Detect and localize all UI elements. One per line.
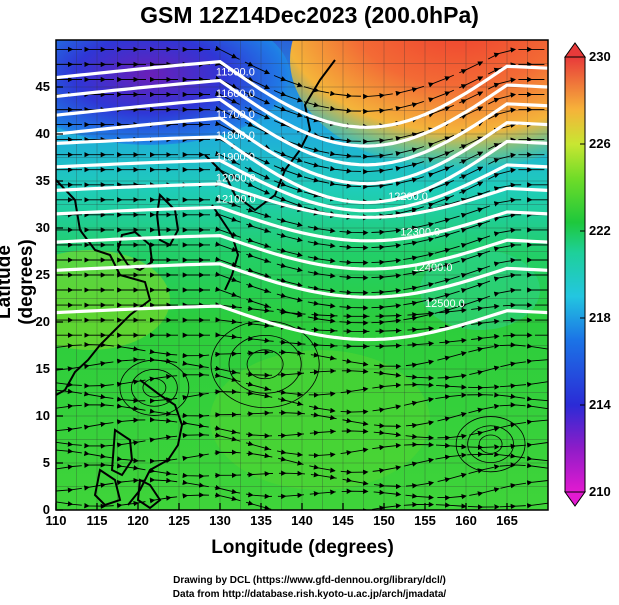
x-tick-label: 115 [86,513,108,528]
height-contour-line [56,304,548,342]
eddy-streamline [228,334,302,394]
x-ticks [55,503,508,510]
streamline [56,448,548,476]
streamline [56,332,548,350]
x-tick-label: 160 [455,513,477,528]
y-tick-label: 40 [35,126,50,141]
coastline [56,179,152,396]
y-tick-label: 15 [35,361,50,376]
contour-label: 11600.0 [216,88,255,100]
contour-label: 11500.0 [216,67,255,79]
x-tick-label: 155 [414,513,436,528]
x-tick-label: 140 [291,513,313,528]
height-contour-line [56,262,548,299]
y-tick-label: 30 [35,220,50,235]
y-tick-label: 25 [35,267,50,282]
x-tick-label: 120 [127,513,149,528]
contour-label: 12400.0 [413,262,453,274]
x-axis-label: Longitude (degrees) [211,537,394,558]
colorbar-tick-label: 222 [589,223,611,238]
credit-dcl: Drawing by DCL (https://www.gfd-dennou.o… [173,575,446,586]
y-tick-label: 35 [35,173,50,188]
x-tick-label: 110 [45,513,67,528]
contour-labels: 11500.0 11600.0 11700.0 11800.0 11900.0 12000… [216,67,465,310]
height-contour-line [56,182,548,219]
eddy-streamline [119,359,190,416]
contour-label: 11800.0 [216,130,255,142]
coastline [127,379,184,506]
coastline [136,478,162,510]
streamline [56,432,548,459]
x-tick-label: 145 [332,513,354,528]
coastline [93,468,122,507]
height-contour-line [56,116,548,186]
height-contour-line [56,60,548,129]
height-contour-line [56,97,548,167]
colorbar-tick-label: 210 [589,484,611,499]
y-tick-label: 0 [42,502,50,517]
coastline [211,204,240,291]
contour-label: 12500.0 [425,298,465,310]
height-contour-line [56,78,548,148]
height-contour-line [56,205,548,243]
eddy-streamline [142,378,167,398]
colorbar-tick-label: 218 [589,310,611,325]
eddy-streamline [246,349,284,380]
y-tick-label: 20 [35,314,50,329]
height-contour-line [56,233,548,271]
colorbar [564,42,586,507]
x-tick-label: 130 [209,513,231,528]
streamline [56,45,548,100]
y-tick-label: 45 [35,79,50,94]
contour-label: 11900.0 [216,151,255,163]
coastline [110,428,134,477]
height-contour-line [56,135,548,205]
height-contour-line [56,158,548,213]
eddy-streamline [467,425,514,464]
height-contours [56,60,548,342]
coastlines [56,59,336,510]
contour-label: 12200.0 [388,191,428,203]
colorbar-tick-label: 214 [589,397,611,412]
credit-data: Data from http://database.rish.kyoto-u.a… [172,589,447,600]
y-tick-label: 10 [35,408,50,423]
contour-label: 12000.0 [216,172,256,184]
x-tick-label: 150 [373,513,395,528]
x-tick-label: 165 [496,513,518,528]
streamlines [56,45,548,510]
eddy-streamline [131,368,178,407]
streamline [56,492,548,510]
contour-label: 12300.0 [400,227,440,239]
colorbar-tick-label: 226 [589,136,611,151]
streamline [56,341,548,370]
contour-label: 12100.0 [216,194,256,206]
y-tick-label: 5 [42,455,50,470]
y-ticks [56,86,63,511]
chart-title: GSM 12Z14Dec2023 (200.0hPa) [140,2,479,28]
eddy-streamline [478,434,503,454]
contour-label: 11700.0 [216,109,255,121]
x-tick-label: 135 [250,513,272,528]
eddy-streamline [455,416,526,473]
x-tick-label: 125 [168,513,190,528]
colorbar-tick-label: 230 [589,49,611,64]
streamline [56,371,548,398]
